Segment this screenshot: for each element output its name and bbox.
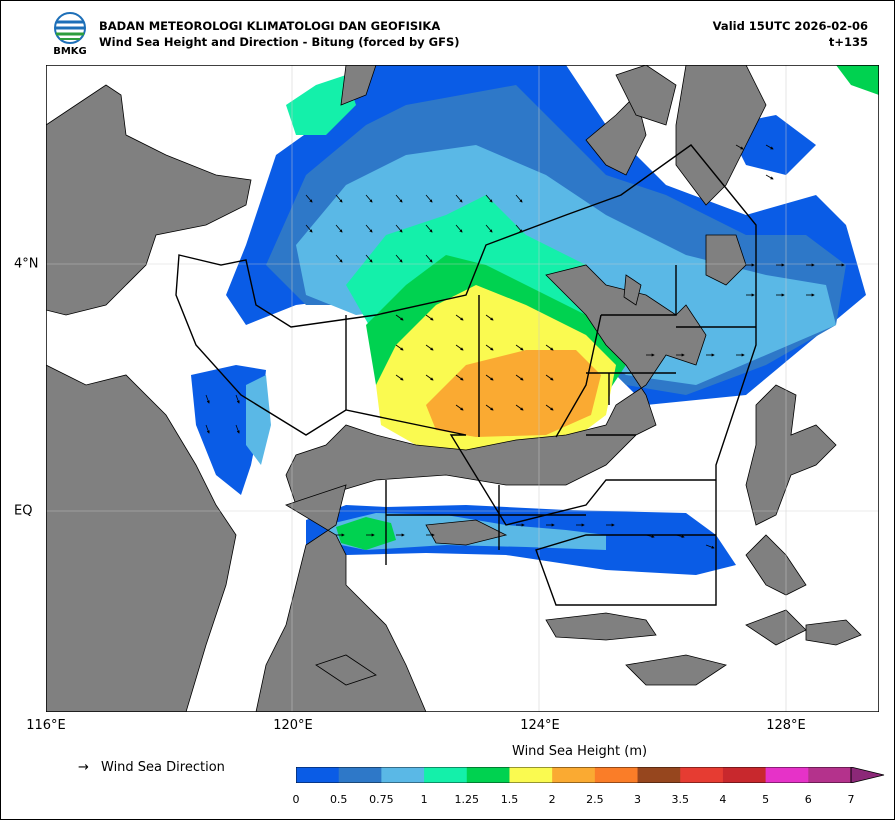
colorbar	[296, 767, 885, 783]
obi-island	[805, 619, 862, 646]
togean-islands	[425, 519, 508, 546]
colorbar-segment	[680, 767, 724, 783]
halmahera-landmass	[745, 384, 837, 526]
colorbar-segment	[552, 767, 596, 783]
lon-tick-124: 124°E	[520, 718, 560, 733]
lon-tick-120: 120°E	[273, 718, 313, 733]
colorbar-tick-label: 1.5	[500, 793, 519, 806]
colorbar-tick-label: 2.5	[586, 793, 604, 806]
colorbar-tick-label: 2	[548, 793, 556, 806]
wave-height-field	[191, 65, 879, 575]
colorbar-tick-label: 0	[292, 793, 300, 806]
borneo-north-landmass	[46, 84, 252, 316]
colorbar-segment	[338, 767, 382, 783]
forecast-step: t+135	[828, 35, 868, 49]
colorbar-segment	[381, 767, 425, 783]
mindanao-west-landmass	[615, 65, 677, 126]
halmahera-south-island	[745, 534, 807, 596]
colorbar-tick-label: 1.25	[454, 793, 480, 806]
graticule	[46, 65, 879, 712]
lon-tick-116: 116°E	[26, 718, 66, 733]
bmkg-logo: BMKG	[53, 12, 87, 56]
sulawesi-gulf-island	[315, 654, 377, 686]
colorbar-tick-label: 3	[634, 793, 642, 806]
talaud-island	[705, 234, 747, 286]
sulawesi-north-arm	[285, 264, 707, 506]
colorbar-extend-arrow	[850, 767, 885, 783]
logo-text: BMKG	[53, 46, 87, 56]
lat-tick-eq: EQ	[14, 503, 33, 519]
borneo-east-landmass	[46, 364, 237, 712]
landmasses	[46, 65, 862, 712]
colorbar-tick-label: 3.5	[671, 793, 689, 806]
mindanao-landmass	[675, 65, 767, 206]
wind-direction-arrows	[205, 144, 845, 549]
bacan-island	[745, 609, 807, 646]
sula-islands	[625, 654, 727, 686]
valid-time: Valid 15UTC 2026-02-06	[712, 19, 868, 33]
sulawesi-central-landmass	[255, 484, 427, 712]
colorbar-segment	[466, 767, 510, 783]
forecast-zones	[175, 144, 757, 606]
colorbar-segment	[765, 767, 809, 783]
sangihe-island	[585, 94, 647, 176]
colorbar-segment	[509, 767, 553, 783]
colorbar-tick-label: 6	[804, 793, 812, 806]
colorbar-segment	[722, 767, 767, 783]
philippine-islet	[340, 65, 377, 106]
colorbar-tick-label: 7	[847, 793, 855, 806]
colorbar-title: Wind Sea Height (m)	[512, 744, 648, 759]
wave-map	[46, 65, 879, 712]
colorbar-segment	[594, 767, 639, 783]
colorbar-tick-label: 5	[762, 793, 770, 806]
colorbar-segment	[808, 767, 852, 783]
colorbar-segment	[296, 767, 340, 783]
colorbar-tick-label: 4	[719, 793, 727, 806]
colorbar-tick-label: 0.75	[369, 793, 394, 806]
direction-legend-label: Wind Sea Direction	[101, 760, 225, 775]
lon-tick-128: 128°E	[766, 718, 806, 733]
colorbar-segment	[637, 767, 681, 783]
colorbar-tick-label: 0.5	[329, 793, 348, 806]
banggai-islands	[545, 612, 657, 641]
product-title: Wind Sea Height and Direction - Bitung (…	[99, 35, 460, 49]
lat-tick-4n: 4°N	[14, 256, 39, 272]
direction-arrow-icon: →	[78, 760, 89, 775]
colorbar-segment	[424, 767, 468, 783]
colorbar-tick-label: 1	[420, 793, 428, 806]
agency-title: BADAN METEOROLOGI KLIMATOLOGI DAN GEOFIS…	[99, 19, 441, 33]
karakelang-islet	[623, 274, 642, 306]
